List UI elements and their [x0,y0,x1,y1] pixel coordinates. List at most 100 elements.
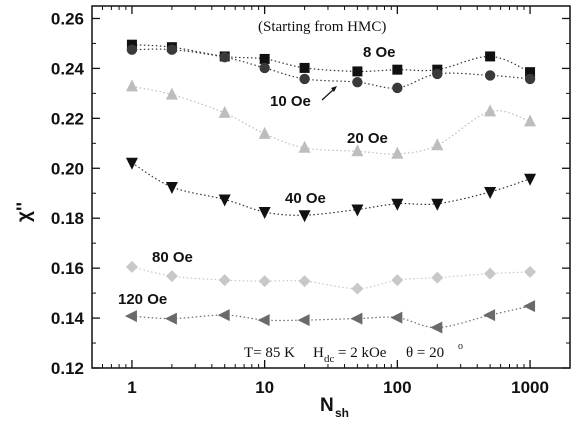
conditions-angle-degree: o [458,341,463,352]
data-point-8oe [259,53,270,64]
data-point-10oe [166,44,178,55]
x-axis-title-main: N [320,395,334,416]
data-point-40oe [391,198,404,211]
data-point-40oe [125,157,138,170]
data-point-120oe [297,314,310,327]
data-point-80oe [125,260,138,273]
data-point-40oe [298,210,311,223]
series-label-40oe: 40 Oe [285,190,326,207]
data-point-80oe [391,274,404,287]
data-point-120oe [523,300,536,313]
y-tick-label: 0.16 [51,259,84,278]
data-point-20oe [351,144,364,157]
series-label-10oe: 10 Oe [270,93,311,110]
series-line-8oe [131,44,531,73]
y-tick-label: 0.24 [51,59,85,78]
y-tick-label: 0.22 [51,109,84,128]
axis-ticks: 0.12 0.14 0.16 0.18 0.20 0.22 0.24 0.26 1 10 100 10… [51,6,570,397]
data-point-40oe [431,198,444,211]
series-80oe [125,260,537,295]
conditions-field-value: = 2 kOe [338,345,387,361]
x-axis-title: N sh [320,395,349,420]
data-point-120oe [390,311,403,324]
data-point-80oe [218,274,231,287]
data-point-20oe [125,79,138,92]
data-point-10oe [126,44,138,55]
y-tick-label: 0.18 [51,209,84,228]
data-point-40oe [524,173,537,186]
data-point-80oe [431,271,444,284]
conditions-field: H dc = 2 kOe [313,345,387,365]
annotation-starting-from-hmc: (Starting from HMC) [258,19,386,35]
data-point-8oe [485,51,496,62]
plot-area [91,5,571,369]
data-point-10oe [432,68,443,80]
data-point-10oe [484,70,496,81]
data-point-20oe [165,87,178,100]
y-axis-title: χ'' [14,202,35,222]
data-point-120oe [164,312,177,325]
series-line-20oe [131,85,531,155]
data-point-20oe [218,105,231,118]
data-point-40oe [218,194,231,207]
x-axis-title-sub: sh [335,406,349,420]
data-point-120oe [124,310,137,323]
series-label-8oe: 8 Oe [363,44,396,61]
y-tick-label: 0.26 [51,9,84,28]
data-point-8oe [525,67,536,78]
data-point-80oe [524,265,537,278]
x-tick-label: 1 [127,378,136,397]
series-10oe [126,44,536,94]
data-point-10oe [299,73,310,85]
data-point-40oe [351,204,364,217]
data-point-80oe [298,275,311,288]
x-tick-label: 10 [255,378,274,397]
arrow-10oe [321,86,337,101]
data-point-8oe [392,64,403,75]
data-point-120oe [350,312,363,325]
conditions-angle-value: θ = 20 [406,345,444,361]
data-point-20oe [484,104,497,117]
data-point-10oe [352,76,363,88]
y-tick-label: 0.14 [51,309,85,328]
y-tick-label: 0.20 [51,159,84,178]
data-point-10oe [524,73,536,85]
series-line-120oe [131,305,531,329]
data-point-120oe [257,314,270,327]
x-tick-label: 1000 [511,378,549,397]
data-point-20oe [298,140,311,153]
series-label-120oe: 120 Oe [118,291,167,308]
data-point-120oe [217,309,230,322]
data-point-10oe [219,51,230,63]
data-point-20oe [258,126,271,139]
series-label-80oe: 80 Oe [152,249,193,266]
data-point-80oe [484,267,497,280]
data-point-80oe [351,282,364,295]
data-point-8oe [352,66,363,77]
series-line-40oe [131,162,531,216]
series-40oe [125,157,537,223]
plot-frame [91,5,571,369]
data-point-40oe [484,186,497,199]
data-point-80oe [165,270,178,283]
data-point-10oe [259,62,270,74]
conditions-field-symbol: H [313,345,324,361]
data-point-20oe [391,146,404,159]
conditions-angle: θ = 20 o [406,341,463,361]
data-point-10oe [392,82,403,94]
data-point-80oe [258,275,271,288]
y-tick-label: 0.12 [51,359,84,378]
series-line-80oe [131,266,531,290]
series-line-10oe [131,48,531,89]
data-point-40oe [165,182,178,194]
series-20oe [125,79,537,159]
series-label-20oe: 20 Oe [347,130,388,147]
data-point-8oe [299,62,310,73]
series-120oe [124,300,536,334]
data-point-20oe [431,138,444,151]
series-layer [124,39,537,334]
series-8oe [126,39,536,78]
data-point-120oe [430,321,443,334]
data-point-40oe [258,206,271,219]
